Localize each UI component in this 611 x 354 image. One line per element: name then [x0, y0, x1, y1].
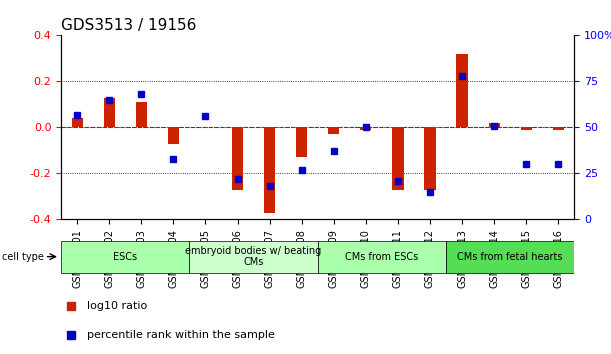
Bar	[425, 127, 436, 190]
Text: GDS3513 / 19156: GDS3513 / 19156	[61, 18, 197, 33]
Bar	[553, 127, 564, 130]
Text: percentile rank within the sample: percentile rank within the sample	[87, 330, 274, 339]
FancyBboxPatch shape	[61, 241, 189, 273]
Bar	[489, 123, 500, 127]
FancyBboxPatch shape	[189, 241, 318, 273]
Bar	[521, 127, 532, 130]
Bar	[136, 102, 147, 127]
Text: ESCs: ESCs	[113, 252, 137, 262]
Text: log10 ratio: log10 ratio	[87, 301, 147, 311]
Bar	[296, 127, 307, 157]
Text: embryoid bodies w/ beating
CMs: embryoid bodies w/ beating CMs	[186, 246, 321, 268]
Bar	[168, 127, 179, 144]
Text: cell type: cell type	[2, 252, 44, 262]
Bar	[71, 118, 82, 127]
Bar	[232, 127, 243, 190]
Bar	[456, 54, 467, 127]
Bar	[360, 127, 371, 130]
Text: CMs from ESCs: CMs from ESCs	[345, 252, 419, 262]
FancyBboxPatch shape	[318, 241, 446, 273]
Bar	[264, 127, 275, 212]
Bar	[392, 127, 403, 190]
FancyBboxPatch shape	[446, 241, 574, 273]
Text: CMs from fetal hearts: CMs from fetal hearts	[458, 252, 563, 262]
Bar	[104, 97, 115, 127]
Bar	[328, 127, 339, 134]
